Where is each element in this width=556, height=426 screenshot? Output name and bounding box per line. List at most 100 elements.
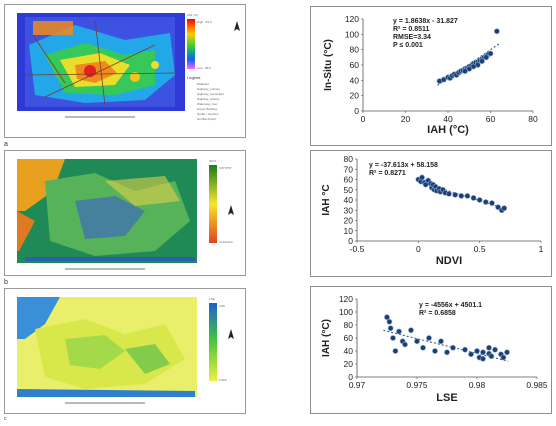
y-tick-label: 40 <box>350 75 360 85</box>
map-ndvi: NDVI 0.874757 -0.221413 <box>4 150 246 276</box>
data-point <box>452 191 459 198</box>
lse-legend-title: LSE <box>209 297 215 301</box>
iah-legend-title: IAH (°C) <box>187 13 198 17</box>
y-tick-label: 40 <box>344 346 354 356</box>
data-point <box>495 204 501 211</box>
y-tick-label: 50 <box>344 185 354 195</box>
regression-annotation: R² = 0.8271 <box>369 170 406 177</box>
iah-legend-low: Low : 28.8 <box>197 66 211 70</box>
map-iah: IAH (°C) High : 69.3 Low : 28.8 Legend R… <box>4 4 246 138</box>
y-tick-label: 0 <box>348 236 353 246</box>
y-tick-label: 0 <box>348 372 353 382</box>
x-tick-label: 20 <box>401 114 411 124</box>
map-legend-list: Railways Highway_primary Highway_seconda… <box>197 82 225 121</box>
y-tick-label: 100 <box>345 29 359 39</box>
legend-item: Waterway_river <box>197 102 218 106</box>
data-point <box>501 205 508 212</box>
data-point <box>489 200 495 206</box>
chart-insitu-vs-iah-svg: 0 20 40 60 80 0 20 40 60 80 100 120 IAH (°C) In-Situ … <box>323 14 538 136</box>
data-point <box>480 349 486 356</box>
y-tick-label: 20 <box>344 359 354 369</box>
data-point <box>468 351 474 358</box>
x-axis-label: NDVI <box>436 255 462 267</box>
data-point <box>483 54 490 61</box>
y-tick-label: 70 <box>344 164 354 174</box>
regression-annotation: y = 1.8638x - 31.827 <box>393 18 458 25</box>
chart-iah-vs-lse-svg: 0.97 0.975 0.98 0.985 0 20 40 60 80 100 120 LSE IAH … <box>321 294 548 404</box>
map-lse: LSE 0.99 0.966 <box>4 288 246 414</box>
y-tick-label: 10 <box>344 226 354 236</box>
data-point <box>470 195 477 201</box>
legend-item: Noi Bai Airport <box>197 117 216 121</box>
x-axis-label: LSE <box>436 392 457 404</box>
data-point <box>474 348 480 354</box>
data-point <box>419 174 425 181</box>
regression-annotation: y = -4556x + 4501.1 <box>419 302 482 309</box>
legend-item: Nodal / Junction <box>197 112 219 116</box>
data-point <box>438 338 444 345</box>
data-point <box>488 353 495 360</box>
x-tick-label: -0.5 <box>350 244 365 254</box>
map-iah-image: IAH (°C) High : 69.3 Low : 28.8 Legend R… <box>17 13 240 121</box>
y-tick-label: 60 <box>350 60 360 70</box>
data-point <box>504 349 510 356</box>
data-point <box>462 68 468 75</box>
regression-annotation: R² = 0.8511 <box>393 26 429 33</box>
ndvi-legend-title: NDVI <box>209 159 216 163</box>
x-tick-label: 0.985 <box>526 380 548 390</box>
y-tick-label: 60 <box>344 333 354 343</box>
data-point <box>446 190 452 197</box>
x-tick-label: 40 <box>443 114 453 124</box>
data-point <box>414 338 420 345</box>
data-point <box>392 348 399 354</box>
data-point <box>396 328 402 335</box>
map-lse-image: LSE 0.99 0.966 <box>17 297 234 404</box>
x-tick-label: 1 <box>539 244 544 254</box>
x-tick-label: 60 <box>486 114 496 124</box>
data-point <box>432 348 438 354</box>
data-point <box>390 335 396 341</box>
north-arrow-icon <box>228 329 234 339</box>
y-axis-label: IAH °C <box>321 184 332 215</box>
data-point <box>426 335 432 341</box>
data-point <box>500 354 507 361</box>
map-ndvi-image: NDVI 0.874757 -0.221413 <box>17 159 234 270</box>
panel-letter-a: a <box>4 141 8 148</box>
data-point <box>479 58 485 65</box>
data-point <box>450 344 456 351</box>
legend-item: Highway_secondary <box>197 92 225 96</box>
panel-letter-c: c <box>4 416 7 422</box>
regression-annotation: y = -37.613x + 58.158 <box>369 162 438 169</box>
y-tick-label: 60 <box>344 175 354 185</box>
y-axis-label: IAH (°C) <box>321 319 332 357</box>
map-legend-heading: Legend <box>187 75 200 80</box>
y-tick-label: 80 <box>344 154 354 164</box>
data-point <box>464 193 471 199</box>
data-point <box>444 349 450 356</box>
data-point <box>482 199 489 205</box>
x-tick-label: 80 <box>528 114 538 124</box>
y-axis-label: In-Situ (°C) <box>323 39 334 91</box>
data-point <box>480 355 486 362</box>
regression-annotation: R² = 0.6858 <box>419 310 456 317</box>
x-tick-label: 0.975 <box>406 380 428 390</box>
y-tick-label: 120 <box>345 14 359 24</box>
iah-legend-high: High : 69.3 <box>197 20 212 24</box>
ndvi-legend-low: -0.221413 <box>219 240 233 244</box>
y-tick-label: 120 <box>339 294 353 304</box>
ndvi-legend-high: 0.874757 <box>219 166 232 170</box>
legend-item: Highway_tertiary <box>197 97 220 101</box>
lse-legend-low: 0.966 <box>219 378 227 382</box>
data-point <box>387 325 394 332</box>
x-tick-label: 0.98 <box>469 380 486 390</box>
y-tick-label: 20 <box>344 216 354 226</box>
data-point <box>492 346 498 353</box>
data-point <box>462 346 468 353</box>
x-axis-label: IAH (°C) <box>427 124 469 136</box>
north-arrow-icon <box>228 205 234 215</box>
y-tick-label: 80 <box>344 320 354 330</box>
data-point <box>458 193 465 199</box>
chart-insitu-vs-iah: 0 20 40 60 80 0 20 40 60 80 100 120 IAH (°C) In-Situ … <box>310 6 552 146</box>
data-point <box>493 28 500 35</box>
regression-annotation: RMSE=3.34 <box>393 34 431 41</box>
